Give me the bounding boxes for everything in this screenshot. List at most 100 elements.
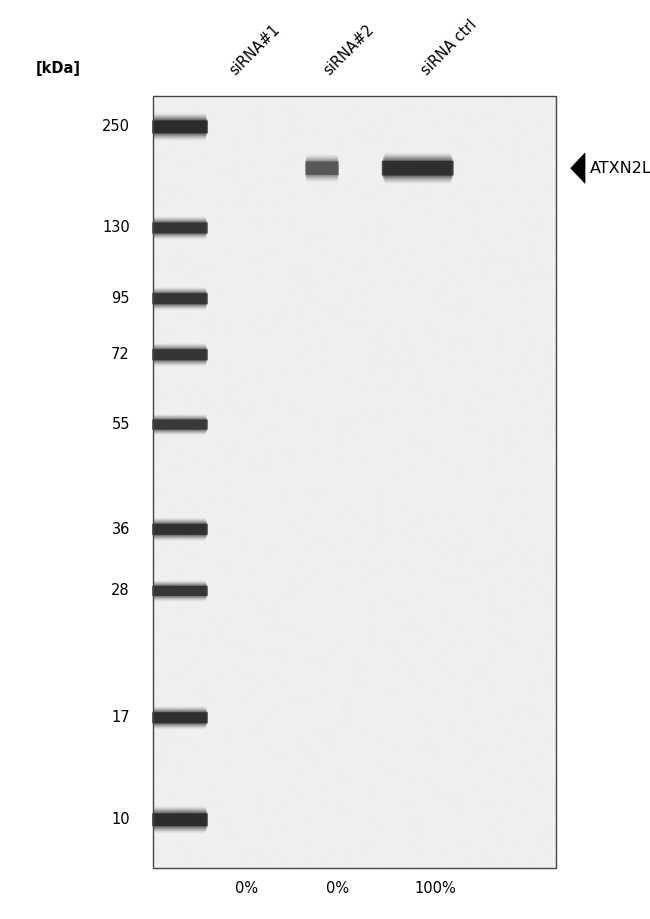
Text: siRNA#1: siRNA#1	[227, 22, 283, 78]
FancyBboxPatch shape	[153, 416, 206, 433]
FancyBboxPatch shape	[153, 418, 207, 431]
FancyBboxPatch shape	[153, 219, 206, 237]
FancyBboxPatch shape	[383, 157, 452, 178]
FancyBboxPatch shape	[306, 161, 339, 176]
FancyBboxPatch shape	[152, 349, 208, 360]
FancyBboxPatch shape	[152, 712, 208, 723]
FancyBboxPatch shape	[383, 158, 453, 178]
FancyBboxPatch shape	[152, 813, 208, 826]
FancyBboxPatch shape	[152, 813, 208, 826]
FancyBboxPatch shape	[384, 156, 452, 180]
Text: 36: 36	[112, 522, 130, 537]
Text: 55: 55	[112, 417, 130, 432]
FancyBboxPatch shape	[153, 709, 207, 726]
FancyBboxPatch shape	[384, 157, 452, 179]
FancyBboxPatch shape	[153, 710, 207, 725]
FancyBboxPatch shape	[153, 117, 207, 137]
FancyBboxPatch shape	[153, 292, 207, 305]
FancyBboxPatch shape	[152, 711, 207, 724]
FancyBboxPatch shape	[152, 221, 207, 234]
FancyBboxPatch shape	[153, 520, 207, 539]
FancyBboxPatch shape	[152, 293, 208, 304]
FancyBboxPatch shape	[153, 711, 207, 724]
FancyBboxPatch shape	[152, 222, 208, 233]
FancyBboxPatch shape	[152, 222, 208, 233]
FancyBboxPatch shape	[153, 116, 206, 138]
FancyBboxPatch shape	[152, 293, 208, 304]
FancyBboxPatch shape	[153, 119, 207, 135]
FancyBboxPatch shape	[153, 709, 207, 726]
FancyBboxPatch shape	[153, 118, 207, 136]
FancyBboxPatch shape	[152, 586, 208, 596]
FancyBboxPatch shape	[153, 584, 207, 597]
Text: 130: 130	[102, 221, 130, 235]
FancyBboxPatch shape	[153, 219, 207, 237]
Text: [kDa]: [kDa]	[36, 62, 81, 76]
Text: 10: 10	[111, 812, 130, 827]
Text: ATXN2L: ATXN2L	[590, 161, 650, 176]
FancyBboxPatch shape	[153, 522, 207, 537]
FancyBboxPatch shape	[153, 521, 207, 538]
FancyBboxPatch shape	[382, 161, 454, 176]
FancyBboxPatch shape	[153, 289, 206, 308]
Text: 17: 17	[111, 710, 130, 725]
FancyBboxPatch shape	[306, 159, 339, 177]
FancyBboxPatch shape	[152, 585, 207, 596]
FancyBboxPatch shape	[153, 291, 207, 306]
FancyBboxPatch shape	[152, 419, 208, 429]
FancyBboxPatch shape	[153, 348, 207, 361]
Text: 28: 28	[111, 584, 130, 598]
FancyBboxPatch shape	[152, 712, 208, 723]
FancyBboxPatch shape	[153, 523, 207, 536]
FancyBboxPatch shape	[306, 160, 339, 176]
FancyBboxPatch shape	[154, 115, 206, 139]
FancyBboxPatch shape	[153, 520, 206, 539]
Text: 0%: 0%	[326, 881, 350, 896]
FancyBboxPatch shape	[153, 346, 207, 364]
FancyBboxPatch shape	[153, 810, 207, 831]
FancyBboxPatch shape	[153, 119, 207, 134]
Text: 250: 250	[102, 119, 130, 134]
FancyBboxPatch shape	[153, 347, 207, 362]
FancyBboxPatch shape	[306, 158, 338, 178]
FancyBboxPatch shape	[153, 416, 207, 433]
Text: 0%: 0%	[235, 881, 259, 896]
FancyBboxPatch shape	[153, 346, 207, 363]
FancyBboxPatch shape	[153, 290, 207, 306]
FancyBboxPatch shape	[153, 417, 207, 432]
FancyBboxPatch shape	[153, 812, 207, 827]
FancyBboxPatch shape	[154, 808, 206, 832]
Polygon shape	[571, 153, 585, 184]
FancyBboxPatch shape	[153, 811, 207, 829]
FancyBboxPatch shape	[153, 584, 207, 598]
FancyBboxPatch shape	[153, 583, 206, 599]
Text: 72: 72	[111, 347, 130, 362]
FancyBboxPatch shape	[306, 159, 338, 177]
FancyBboxPatch shape	[382, 159, 453, 177]
FancyBboxPatch shape	[153, 220, 207, 236]
FancyBboxPatch shape	[152, 292, 207, 305]
FancyBboxPatch shape	[152, 419, 208, 429]
FancyBboxPatch shape	[153, 289, 207, 308]
FancyBboxPatch shape	[152, 120, 208, 133]
FancyBboxPatch shape	[153, 811, 207, 828]
FancyBboxPatch shape	[153, 584, 207, 597]
FancyBboxPatch shape	[152, 119, 207, 134]
FancyBboxPatch shape	[152, 120, 208, 133]
FancyBboxPatch shape	[152, 523, 207, 536]
FancyBboxPatch shape	[153, 583, 207, 599]
FancyBboxPatch shape	[152, 348, 207, 361]
Text: 100%: 100%	[415, 881, 456, 896]
Bar	[153, 96, 556, 868]
Text: siRNA#2: siRNA#2	[321, 22, 377, 78]
FancyBboxPatch shape	[153, 221, 207, 235]
FancyBboxPatch shape	[152, 524, 208, 535]
FancyBboxPatch shape	[153, 346, 207, 362]
FancyBboxPatch shape	[306, 162, 339, 175]
FancyBboxPatch shape	[152, 349, 208, 360]
FancyBboxPatch shape	[152, 586, 208, 596]
FancyBboxPatch shape	[306, 162, 339, 175]
FancyBboxPatch shape	[153, 220, 207, 235]
FancyBboxPatch shape	[384, 155, 452, 181]
FancyBboxPatch shape	[153, 709, 206, 727]
